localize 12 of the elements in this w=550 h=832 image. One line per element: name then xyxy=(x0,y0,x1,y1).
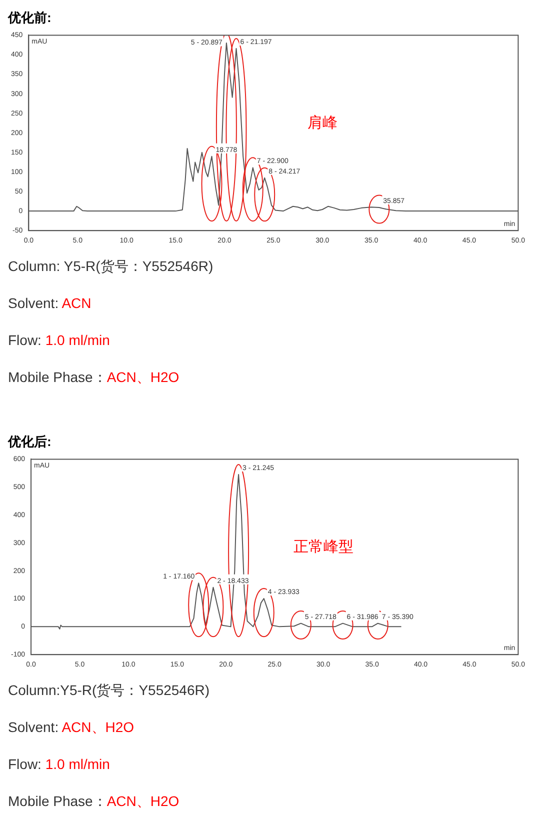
text: Flow: 1.0 ml/min xyxy=(8,756,110,772)
text: Column:Y5-R(货号：Y552546R) xyxy=(8,682,210,698)
text: Mobile Phase：ACN、H2O xyxy=(8,369,180,385)
text: Flow: 1.0 ml/min xyxy=(8,332,110,348)
text: Solvent: ACN xyxy=(8,295,92,311)
text: Solvent: ACN、H2O xyxy=(8,719,134,735)
chart-title: 优化后: xyxy=(8,433,52,451)
text: Column: Y5-R(货号：Y552546R) xyxy=(8,258,214,274)
annotation: 肩峰 xyxy=(307,114,338,132)
annotation: 正常峰型 xyxy=(293,538,354,556)
chart-title: 优化前: xyxy=(8,9,52,27)
text: Mobile Phase：ACN、H2O xyxy=(8,793,180,809)
